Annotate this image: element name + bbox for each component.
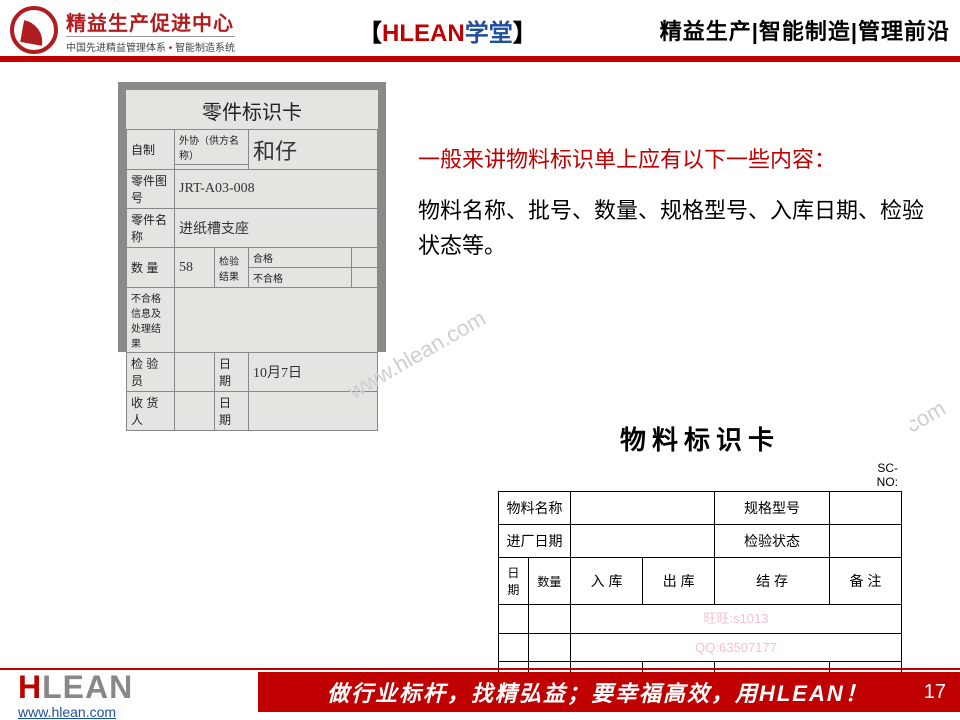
cell: [175, 392, 215, 431]
cell: 日 期: [215, 392, 249, 431]
page-number: 17: [924, 681, 946, 704]
footer-logo: HLEAN: [18, 669, 133, 706]
cell: 入 库: [571, 558, 643, 605]
cell: 合格: [249, 248, 352, 268]
material-card: 物料标识卡 SC- NO: 物料名称 规格型号 进厂日期 检验状态 日期 数量 …: [490, 412, 910, 694]
cell: 日 期: [215, 353, 249, 392]
parts-table: 自制 外协（供方名称） 和仔 零件图号 JRT-A03-008 零件名称 进纸槽…: [126, 129, 378, 431]
title-blue: 学堂: [465, 20, 513, 47]
sc-no: SC- NO:: [498, 461, 902, 489]
cell: [175, 288, 378, 353]
parts-card-title: 零件标识卡: [126, 90, 378, 129]
cell: 58: [175, 248, 215, 288]
cell: [352, 248, 378, 268]
cell: 和仔: [249, 130, 378, 170]
brand-sub-b: 智能制造系统: [175, 43, 235, 54]
logo-block: 精益生产促进中心 中国先进精益管理体系 • 智能制造系统: [10, 6, 235, 54]
title-red: HLEAN: [382, 20, 465, 47]
header-nav: 精益生产|智能制造|管理前沿: [660, 14, 950, 46]
parts-card-photo: 零件标识卡 自制 外协（供方名称） 和仔 零件图号 JRT-A03-008 零件…: [118, 82, 386, 352]
cell: 备 注: [829, 558, 901, 605]
cell: [352, 268, 378, 288]
brand-text: 精益生产促进中心 中国先进精益管理体系 • 智能制造系统: [66, 7, 235, 54]
brand-sub-a: 中国先进精益管理体系: [66, 43, 166, 54]
cell: 不合格信息及处理结果: [127, 288, 175, 353]
cell: [249, 392, 378, 431]
bracket-l: 【: [358, 20, 382, 47]
cell: 日期: [499, 558, 529, 605]
cell: 出 库: [643, 558, 715, 605]
cell: 数 量: [127, 248, 175, 288]
cell: 收 货 人: [127, 392, 175, 431]
brand-main: 精益生产促进中心: [66, 7, 235, 36]
cell: 检验结果: [215, 248, 249, 288]
sc-label: SC-: [877, 461, 898, 475]
cell: JRT-A03-008: [175, 170, 378, 209]
cell: 规格型号: [715, 492, 830, 525]
divider-bottom: [0, 668, 960, 670]
cell: 物料名称: [499, 492, 571, 525]
logo-icon: [10, 6, 58, 54]
cell: [571, 492, 715, 525]
cell: [499, 605, 529, 634]
footer-bar: 做行业标杆，找精弘益；要幸福高效，用HLEAN！ 17: [258, 672, 960, 712]
footer-url: www.hlean.com: [18, 704, 116, 720]
cell: 不合格: [249, 268, 352, 288]
cell: 进纸槽支座: [175, 209, 378, 248]
cell: 零件名称: [127, 209, 175, 248]
brand-sub: 中国先进精益管理体系 • 智能制造系统: [66, 36, 235, 54]
cell: 旺旺:s1013: [571, 605, 902, 634]
desc-heading: 一般来讲物料标识单上应有以下一些内容：: [418, 142, 928, 177]
cell: [528, 605, 570, 634]
cell: 检验状态: [715, 525, 830, 558]
header-title: 【HLEAN学堂】: [235, 13, 660, 48]
cell: 进厂日期: [499, 525, 571, 558]
material-card-title: 物料标识卡: [498, 420, 902, 457]
footer-slogan: 做行业标杆，找精弘益；要幸福高效，用HLEAN！: [272, 676, 924, 708]
cell: 结 存: [715, 558, 830, 605]
cell: [175, 353, 215, 392]
cell: 外协（供方名称）: [175, 130, 249, 165]
cell: 检 验 员: [127, 353, 175, 392]
no-label: NO:: [877, 475, 898, 489]
cell: [571, 525, 715, 558]
cell: 10月7日: [249, 353, 378, 392]
cell: 数量: [528, 558, 570, 605]
description: 一般来讲物料标识单上应有以下一些内容： 物料名称、批号、数量、规格型号、入库日期…: [418, 142, 928, 264]
bracket-r: 】: [513, 20, 537, 47]
cell: [829, 492, 901, 525]
logo-rest: LEAN: [42, 669, 133, 705]
header: 精益生产促进中心 中国先进精益管理体系 • 智能制造系统 【HLEAN学堂】 精…: [0, 0, 960, 56]
footer: HLEAN www.hlean.com 做行业标杆，找精弘益；要幸福高效，用HL…: [0, 658, 960, 720]
cell: 自制: [127, 130, 175, 170]
content: 零件标识卡 自制 外协（供方名称） 和仔 零件图号 JRT-A03-008 零件…: [0, 62, 960, 652]
cell: 零件图号: [127, 170, 175, 209]
logo-h: H: [18, 669, 42, 705]
cell: [829, 525, 901, 558]
desc-body: 物料名称、批号、数量、规格型号、入库日期、检验状态等。: [418, 193, 928, 263]
